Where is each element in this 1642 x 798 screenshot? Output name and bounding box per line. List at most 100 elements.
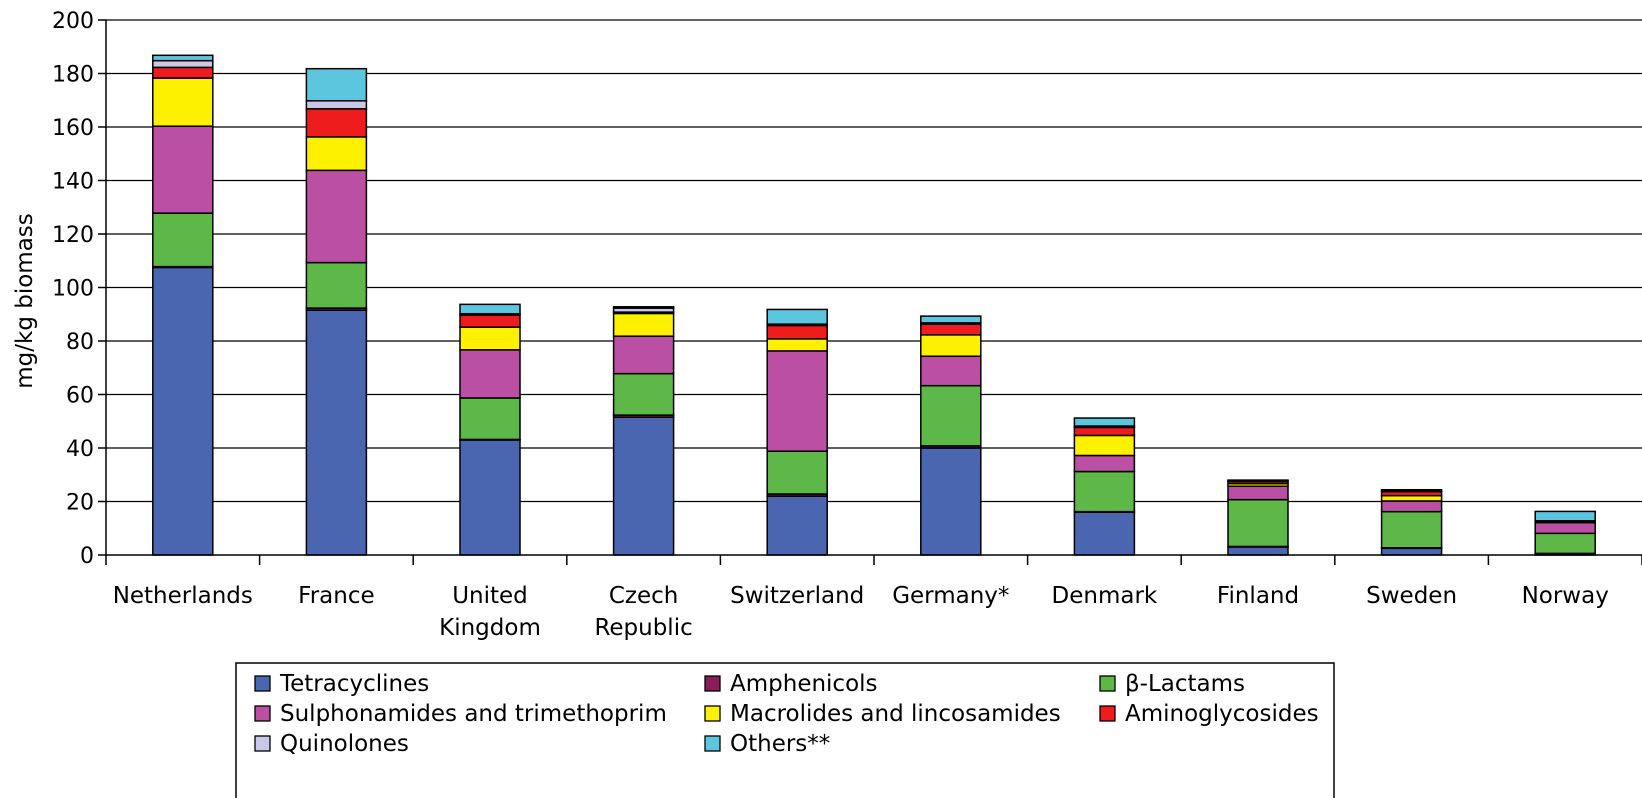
x-category-label: Sweden: [1366, 583, 1457, 609]
legend-label: Quinolones: [280, 731, 409, 757]
bar-segment: [305, 67, 368, 102]
bar-segment: [920, 384, 982, 447]
x-category-label: Germany*: [892, 583, 1009, 609]
legend-swatch: [704, 705, 721, 722]
bar-segment: [920, 447, 982, 556]
bar-segment: [1534, 510, 1596, 522]
x-category-label: France: [298, 583, 374, 609]
bars: [152, 54, 1596, 556]
bar-segment: [1073, 511, 1136, 556]
y-tick-label: 0: [80, 544, 94, 569]
bar-segment: [152, 266, 214, 556]
bar-segment: [612, 416, 675, 556]
axes: [98, 19, 1642, 565]
bar-segment: [305, 169, 368, 264]
legend-label: Tetracyclines: [279, 671, 429, 697]
legend-swatch: [1099, 705, 1116, 722]
legend-swatch: [254, 735, 271, 752]
bar-segment: [459, 439, 521, 556]
bar-segment: [305, 136, 368, 172]
bar-segment: [152, 125, 214, 214]
bar-segment: [766, 324, 828, 340]
bar-segment: [1073, 434, 1136, 457]
bar-segment: [459, 326, 521, 351]
bar-segment: [1227, 546, 1289, 556]
x-category-label: United: [452, 583, 528, 609]
legend-label: Aminoglycosides: [1125, 701, 1319, 727]
bar-segment: [1227, 485, 1289, 501]
bar-segment: [766, 338, 828, 352]
y-tick-label: 140: [52, 170, 94, 195]
bar-segment: [1380, 488, 1443, 492]
bar-segment: [766, 495, 828, 556]
bar-segment: [920, 334, 982, 357]
legend-swatch: [254, 675, 271, 692]
y-tick-label: 20: [66, 491, 94, 516]
bar-segment: [305, 108, 368, 138]
bar-segment: [1380, 547, 1443, 556]
legend-label: Amphenicols: [730, 671, 878, 697]
legend: Tetracyclines Amphenicols β-Lactams Sulphon…: [235, 662, 1335, 798]
x-category-label: Republic: [594, 615, 692, 641]
y-tick-labels: 0 20 40 60 80 100 120 140 160 180 200: [52, 9, 94, 569]
y-tick-label: 120: [52, 223, 94, 248]
bar-segment: [305, 309, 368, 556]
bar-segment: [612, 312, 675, 337]
bar-segment: [1380, 510, 1443, 549]
bar-segment: [1227, 479, 1289, 482]
y-tick-label: 160: [52, 116, 94, 141]
x-category-label: Norway: [1522, 583, 1609, 609]
bar-segment: [1227, 498, 1289, 548]
bar-segment: [1073, 426, 1136, 437]
legend-swatch: [704, 675, 721, 692]
bar-segment: [459, 397, 521, 441]
bar-segment: [1073, 470, 1136, 513]
legend-swatch: [1099, 675, 1116, 692]
legend-label: Macrolides and lincosamides: [730, 701, 1061, 727]
bar-segment: [1380, 494, 1443, 502]
bar-segment: [920, 355, 982, 387]
x-category-labels: Netherlands France United Kingdom Czech Repub…: [113, 583, 1609, 641]
bar-segment: [152, 59, 214, 69]
bar-segment: [152, 212, 214, 268]
legend-swatch: [254, 705, 271, 722]
x-category-label: Czech: [609, 583, 679, 609]
x-category-label: Netherlands: [113, 583, 253, 609]
bar-segment: [152, 54, 214, 62]
bar-segment: [612, 335, 675, 375]
bar-segment: [459, 314, 521, 328]
y-tick-label: 80: [66, 330, 94, 355]
legend-label: β-Lactams: [1125, 671, 1245, 697]
x-category-label: Denmark: [1052, 583, 1158, 609]
y-tick-label: 200: [52, 9, 94, 34]
x-category-label: Kingdom: [439, 615, 541, 641]
y-tick-label: 100: [52, 277, 94, 302]
y-tick-label: 60: [66, 384, 94, 409]
bar-segment: [1534, 532, 1596, 555]
bar-segment: [1073, 417, 1136, 427]
legend-label: Sulphonamides and trimethoprim: [280, 701, 667, 727]
bar-segment: [459, 349, 521, 399]
legend-box: [235, 662, 1335, 798]
bar-segment: [152, 77, 214, 127]
bar-segment: [920, 315, 982, 324]
bar-segment: [1073, 454, 1136, 473]
bar-segment: [1534, 521, 1596, 535]
bar-segment: [920, 323, 982, 336]
bar-segment: [612, 372, 675, 416]
bar-segment: [305, 261, 368, 309]
bar-segment: [152, 66, 214, 79]
legend-swatch: [704, 735, 721, 752]
y-tick-label: 40: [66, 437, 94, 462]
bar-segment: [766, 308, 828, 325]
legend-label: Others**: [730, 731, 830, 757]
bar-segment: [612, 306, 675, 309]
bar-segment: [305, 100, 368, 110]
y-tick-label: 180: [52, 63, 94, 88]
bar-segment: [766, 350, 828, 452]
bar-segment: [459, 303, 521, 315]
x-category-label: Switzerland: [730, 583, 864, 609]
bar-segment: [1380, 500, 1443, 513]
bar-segment: [766, 450, 828, 495]
